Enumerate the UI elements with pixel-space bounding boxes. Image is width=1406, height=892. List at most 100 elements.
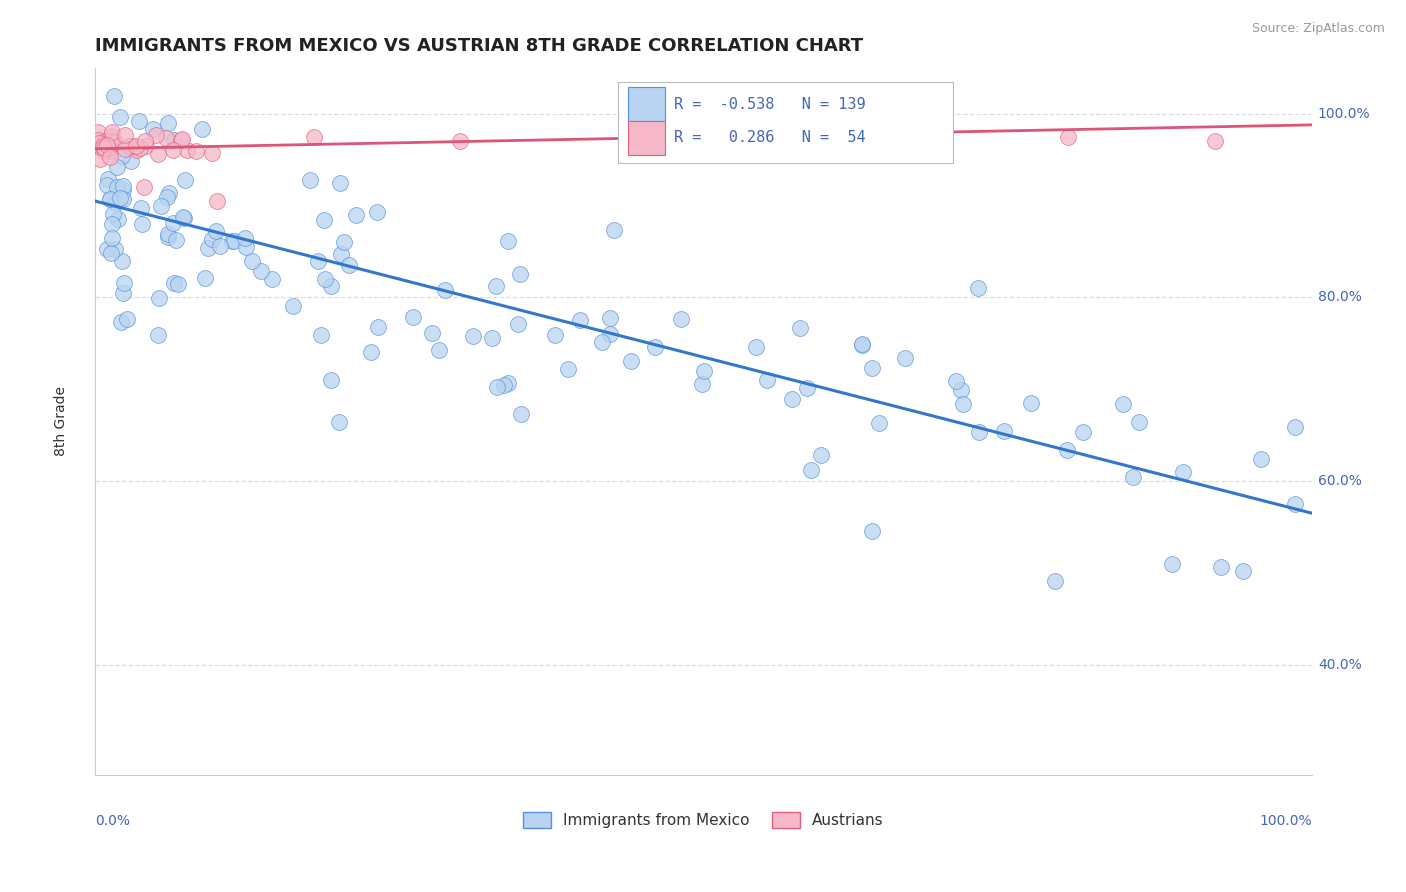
Point (690, 377, 713, 392)
Point (328, 415, 350, 429)
Point (782, 392, 804, 407)
Point (107, 211, 129, 226)
FancyBboxPatch shape (628, 121, 665, 155)
Text: 40.0%: 40.0% (1317, 657, 1361, 672)
Point (298, 173, 321, 187)
Point (208, 238, 231, 252)
Point (449, 135, 471, 149)
Point (1204, 135, 1226, 149)
Point (101, 230, 124, 244)
Point (176, 143, 198, 157)
Text: Source: ZipAtlas.com: Source: ZipAtlas.com (1251, 22, 1385, 36)
Point (1057, 129, 1080, 144)
Point (107, 179, 129, 194)
Point (644, 340, 666, 354)
Point (591, 335, 613, 350)
Point (789, 320, 811, 334)
Point (321, 373, 343, 387)
Point (157, 186, 180, 200)
Point (434, 283, 457, 297)
Point (149, 199, 172, 213)
Point (620, 353, 643, 368)
Point (112, 285, 135, 300)
Point (163, 276, 186, 290)
Point (860, 360, 883, 375)
Point (952, 397, 974, 411)
Text: R =  -0.538   N = 139: R = -0.538 N = 139 (675, 96, 866, 112)
Point (156, 227, 179, 241)
Point (312, 212, 335, 227)
Point (131, 217, 153, 231)
Point (496, 234, 519, 248)
Point (98, 134, 121, 148)
Text: 60.0%: 60.0% (1317, 474, 1362, 488)
Point (1071, 425, 1094, 439)
Point (104, 195, 127, 210)
Point (91, 139, 114, 153)
Point (87, 136, 110, 150)
Point (420, 326, 443, 340)
Point (120, 154, 142, 169)
Point (111, 254, 134, 268)
Point (172, 210, 194, 224)
Point (173, 173, 195, 187)
Point (281, 299, 304, 313)
Point (114, 128, 136, 143)
Point (104, 135, 127, 149)
Point (131, 201, 153, 215)
Point (103, 135, 125, 149)
Point (506, 317, 529, 331)
Point (98, 192, 121, 206)
Point (509, 408, 531, 422)
Point (330, 247, 353, 261)
Point (170, 132, 193, 146)
Point (100, 133, 122, 147)
Point (172, 132, 194, 146)
Point (603, 223, 626, 237)
Point (121, 139, 143, 153)
Point (332, 235, 354, 250)
Point (112, 276, 135, 290)
Point (96, 178, 118, 192)
Point (329, 176, 352, 190)
Point (108, 111, 131, 125)
Point (669, 312, 692, 326)
Point (427, 343, 450, 358)
Point (111, 149, 134, 163)
Point (860, 524, 883, 539)
Point (115, 312, 138, 326)
Point (1211, 560, 1233, 574)
Point (485, 278, 508, 293)
Point (240, 254, 263, 268)
Point (344, 208, 367, 222)
Point (110, 191, 132, 205)
Point (893, 351, 915, 365)
Point (148, 291, 170, 305)
Point (96, 242, 118, 256)
Point (98, 150, 121, 164)
Point (755, 373, 778, 387)
Point (162, 143, 184, 157)
Point (156, 116, 179, 130)
Point (112, 182, 135, 196)
Point (250, 264, 273, 278)
Point (401, 310, 423, 325)
Point (367, 319, 389, 334)
Point (966, 280, 988, 294)
Point (233, 230, 256, 244)
Point (486, 380, 509, 394)
Point (98, 144, 121, 158)
Point (91, 139, 114, 153)
Point (163, 133, 186, 147)
Point (91, 140, 114, 154)
Point (366, 205, 388, 219)
Point (599, 326, 621, 341)
Point (194, 270, 217, 285)
Point (145, 128, 167, 142)
Point (186, 144, 208, 158)
Text: 0.0%: 0.0% (96, 814, 131, 828)
Point (945, 374, 967, 388)
Point (98, 138, 121, 153)
Point (492, 377, 515, 392)
Point (101, 206, 124, 220)
